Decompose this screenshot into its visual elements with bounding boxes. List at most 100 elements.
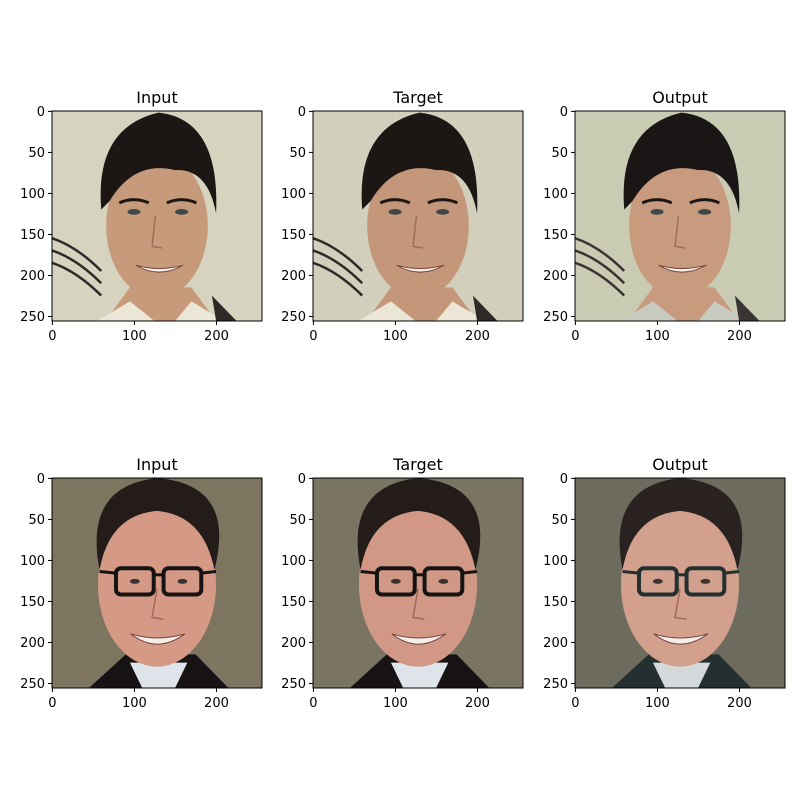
x-tick-label: 0 (48, 329, 56, 344)
eye (129, 578, 140, 584)
y-tick-label: 150 (20, 595, 45, 610)
x-tick-label: 100 (122, 329, 147, 344)
shirt (390, 662, 449, 688)
background-stripe (575, 261, 626, 297)
y-tick-label: 0 (560, 105, 568, 120)
shirt-collar (358, 301, 416, 321)
image-content (575, 111, 785, 321)
jacket (211, 295, 237, 321)
eyebrow (118, 198, 150, 205)
eye (388, 209, 402, 215)
hair (361, 112, 478, 214)
x-tick-label: 100 (383, 696, 408, 711)
hair (100, 112, 217, 214)
nose (674, 588, 687, 620)
shirt (129, 662, 188, 688)
glasses-lens (684, 566, 727, 597)
y-tick-label: 200 (543, 269, 568, 284)
eye (177, 578, 188, 584)
axes-frame (574, 477, 786, 689)
glasses-lens (636, 566, 679, 597)
glasses-temple (724, 570, 740, 575)
x-tick-label: 0 (309, 329, 317, 344)
y-tick-label: 0 (560, 472, 568, 487)
glasses-lens (113, 566, 156, 597)
y-tick-label: 200 (281, 269, 306, 284)
y-tick-label: 200 (20, 636, 45, 651)
hair (96, 478, 220, 570)
shirt (652, 662, 711, 688)
panel-title: Input (136, 455, 177, 474)
y-tick-label: 250 (20, 310, 45, 325)
y-tick-label: 250 (281, 310, 306, 325)
x-tick-label: 200 (727, 696, 752, 711)
eye (390, 578, 401, 584)
x-tick-label: 200 (204, 696, 229, 711)
image-content (575, 478, 785, 688)
y-tick-label: 100 (20, 187, 45, 202)
image-content (313, 478, 523, 688)
y-tick-label: 50 (551, 513, 568, 528)
x-tick-label: 0 (571, 696, 579, 711)
y-tick-label: 150 (543, 228, 568, 243)
y-tick-label: 50 (28, 513, 45, 528)
face (106, 153, 208, 299)
y-tick-label: 150 (281, 595, 306, 610)
glasses-temple (201, 570, 217, 575)
y-tick-label: 50 (28, 146, 45, 161)
nose (674, 215, 686, 249)
hair (623, 112, 740, 214)
shirt-collar (620, 301, 678, 321)
x-tick-label: 200 (465, 329, 490, 344)
axes-frame (51, 110, 263, 322)
y-tick-label: 50 (289, 513, 306, 528)
glasses-lens (161, 566, 204, 597)
eyebrow (641, 198, 673, 205)
nose (151, 215, 163, 249)
hair (619, 478, 743, 570)
image-content (52, 478, 262, 688)
smile (658, 264, 707, 273)
y-tick-label: 150 (543, 595, 568, 610)
y-tick-label: 250 (281, 677, 306, 692)
eyebrow (166, 198, 197, 205)
x-tick-label: 200 (727, 329, 752, 344)
face (367, 153, 469, 299)
y-tick-label: 50 (551, 146, 568, 161)
face (620, 502, 740, 667)
y-tick-label: 50 (289, 146, 306, 161)
panel-title: Input (136, 88, 177, 107)
smile (653, 633, 709, 645)
jacket (734, 295, 760, 321)
eye (698, 209, 712, 215)
face (629, 153, 731, 299)
smile (130, 633, 186, 645)
y-tick-label: 0 (37, 472, 45, 487)
x-tick-label: 100 (383, 329, 408, 344)
y-tick-label: 100 (20, 554, 45, 569)
y-tick-label: 250 (543, 310, 568, 325)
x-tick-label: 0 (571, 329, 579, 344)
eye (700, 578, 711, 584)
background-stripe (313, 261, 364, 297)
hair (357, 478, 481, 570)
eye (652, 578, 663, 584)
eyebrow (379, 198, 411, 205)
image-content (313, 111, 523, 321)
shirt-collar (436, 301, 486, 321)
glasses-lens (422, 566, 465, 597)
axes-frame (574, 110, 786, 322)
background-stripe (575, 249, 626, 285)
x-tick-label: 200 (465, 696, 490, 711)
panel-title: Output (652, 88, 708, 107)
y-tick-label: 250 (543, 677, 568, 692)
y-tick-label: 250 (20, 677, 45, 692)
axes-frame (312, 477, 524, 689)
